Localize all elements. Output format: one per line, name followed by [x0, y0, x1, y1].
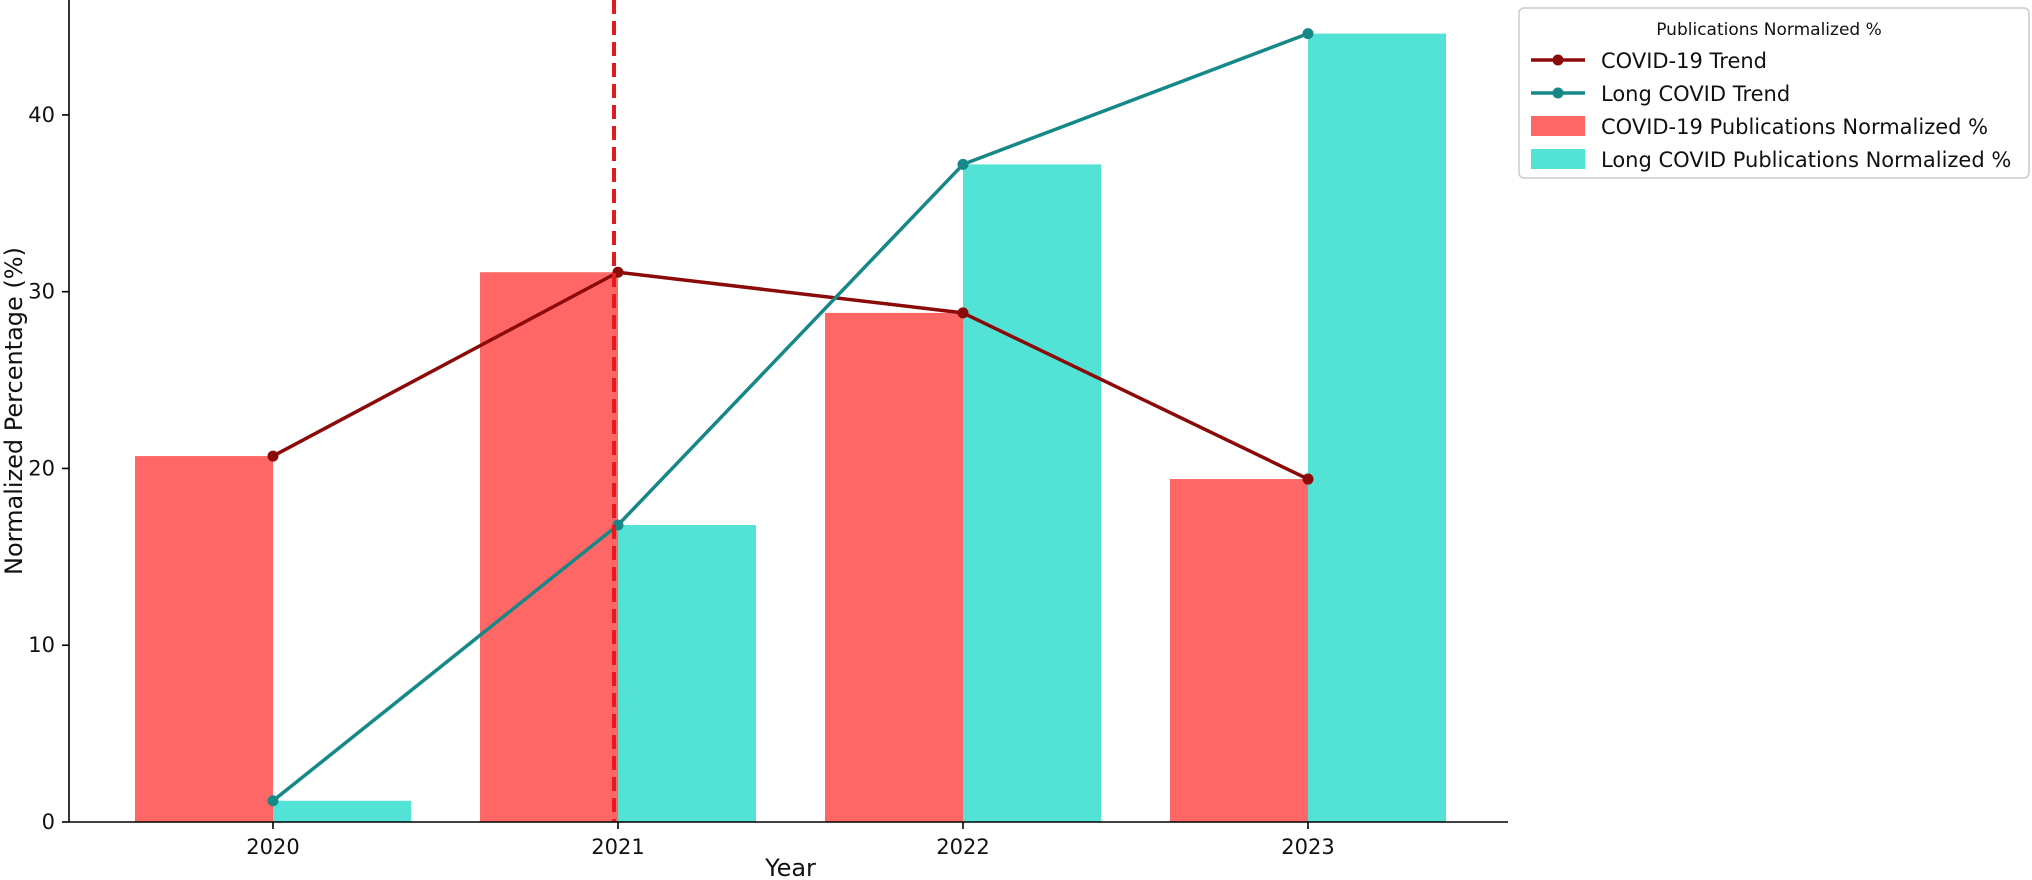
legend-entry-3: COVID-19 Publications Normalized % [1531, 115, 1988, 139]
legend-entry-2: Long COVID Trend [1531, 82, 1790, 106]
legend-label: Long COVID Publications Normalized % [1601, 148, 2011, 172]
legend-frame [1518, 7, 2030, 179]
bars-layer [135, 33, 1446, 822]
x-axis-title: Year [764, 854, 816, 880]
legend-entries: COVID-19 Trend Long COVID Trend COVID-19 P… [1531, 49, 2011, 172]
trend-line-long-covid [271, 31, 1309, 803]
x-tick-label: 2021 [591, 835, 644, 859]
legend-entry-1: COVID-19 Trend [1531, 49, 1767, 73]
bar-covid19-2021 [480, 272, 618, 822]
legend-marker-swatch [1552, 54, 1564, 66]
axes-layer [68, 0, 1508, 823]
y-tick-label: 30 [28, 280, 55, 304]
y-tick-label: 10 [28, 633, 55, 657]
y-axis-title: Normalized Percentage (%) [0, 247, 28, 575]
trend-point-long-covid-2023 [1302, 28, 1314, 40]
bar-long-covid-2022 [963, 164, 1101, 822]
trend-point-covid19-2020 [267, 450, 279, 462]
lines-layer [267, 28, 1314, 807]
bar-long-covid-2023 [1308, 33, 1446, 822]
trend-point-long-covid-2020 [267, 795, 279, 807]
x-tick-label: 2020 [246, 835, 299, 859]
trend-point-covid19-2023 [1302, 473, 1314, 485]
trend-point-covid19-2022 [957, 307, 969, 319]
y-tick-label: 0 [42, 810, 55, 834]
bar-long-covid-2020 [273, 800, 411, 822]
bar-covid19-2020 [135, 456, 273, 822]
trend-point-long-covid-2022 [957, 158, 969, 170]
legend-marker-swatch [1552, 87, 1564, 99]
legend: Publications Normalized % COVID-19 Trend… [1518, 7, 2030, 179]
x-tick-label: 2022 [936, 835, 989, 859]
legend-label: Long COVID Trend [1601, 82, 1790, 106]
bar-covid19-2022 [825, 312, 963, 822]
legend-title: Publications Normalized % [1656, 20, 1882, 40]
trend-line-covid19 [272, 270, 1309, 481]
ticks-layer: 0 10 20 30 40 2020 2021 2022 2023 [28, 103, 1334, 859]
y-tick-label: 40 [28, 103, 55, 127]
legend-label: COVID-19 Publications Normalized % [1601, 115, 1988, 139]
x-tick-label: 2023 [1281, 835, 1334, 859]
y-tick-label: 20 [28, 456, 55, 480]
legend-entry-4: Long COVID Publications Normalized % [1531, 148, 2011, 172]
bar-covid19-2023 [1170, 479, 1308, 822]
legend-label: COVID-19 Trend [1601, 49, 1767, 73]
legend-bar-swatch [1531, 116, 1585, 136]
legend-bar-swatch [1531, 149, 1585, 169]
bar-long-covid-2021 [618, 525, 756, 822]
